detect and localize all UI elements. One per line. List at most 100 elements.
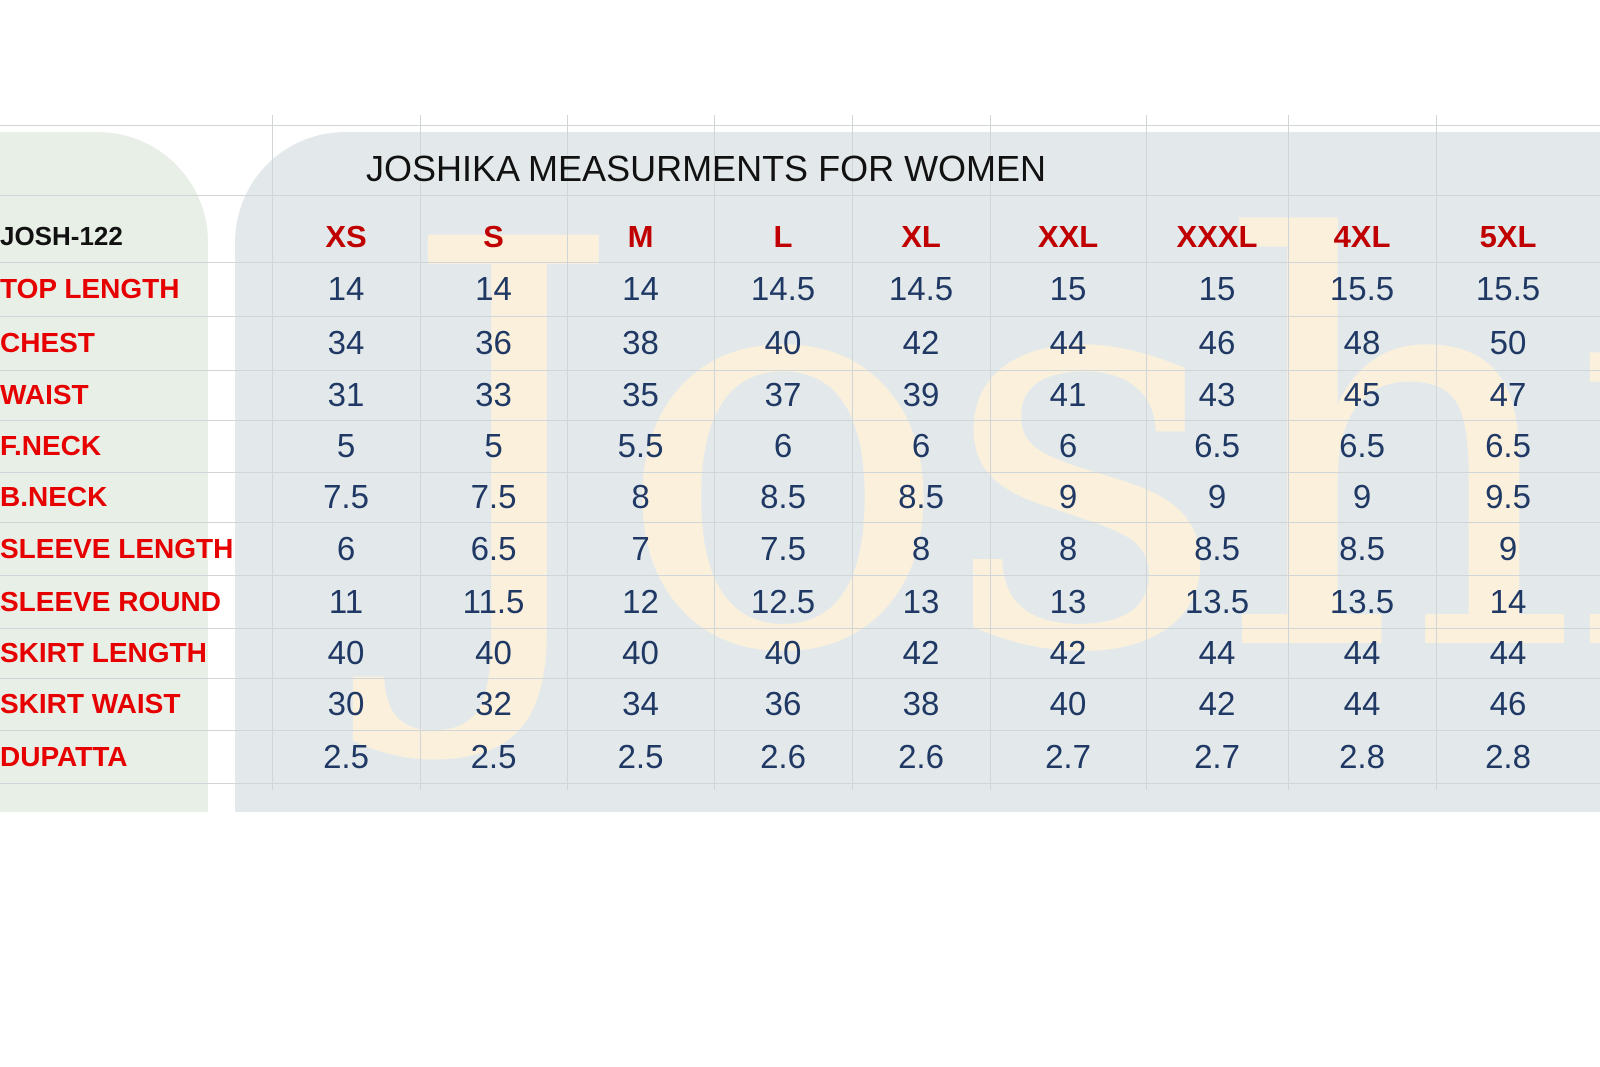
cell-value: 5 [336, 427, 356, 464]
grid-line [0, 420, 1600, 421]
cell-value: 44 [1049, 324, 1087, 361]
cell-value: 9 [1498, 529, 1518, 567]
cell-value: 45 [1343, 376, 1381, 413]
cell-value: 7.5 [470, 478, 517, 515]
row-label: B.NECK [0, 481, 108, 512]
cell-value: 2.7 [1194, 737, 1240, 775]
cell-value: 2.8 [1485, 737, 1531, 775]
grid-line [0, 370, 1600, 371]
cell-value: 14 [475, 270, 512, 307]
cell-value: 2.5 [470, 737, 517, 775]
cell-value: 6 [336, 529, 356, 567]
size-header: XXL [1037, 218, 1099, 254]
cell-value: 8 [911, 529, 931, 567]
cell-value: 2.5 [323, 737, 369, 775]
cell-value: 38 [902, 685, 940, 722]
grid-line [0, 195, 1600, 196]
cell-value: 15.5 [1475, 270, 1541, 307]
grid-line [1288, 115, 1289, 790]
cell-value: 40 [475, 634, 512, 671]
cell-value: 8.5 [760, 478, 806, 515]
size-header: L [773, 218, 793, 254]
cell-value: 35 [622, 376, 659, 413]
cell-value: 2.6 [760, 737, 806, 775]
grid-line [1436, 115, 1437, 790]
cell-value: 6 [1058, 427, 1078, 464]
size-header: XS [325, 218, 367, 254]
size-header: XL [901, 218, 941, 254]
cell-value: 13 [902, 582, 940, 620]
cell-value: 47 [1489, 376, 1527, 413]
grid-line [0, 125, 1600, 126]
cell-value: 8 [631, 478, 650, 515]
cell-value: 2.6 [898, 737, 944, 775]
grid-line [1146, 115, 1147, 790]
cell-value: 15 [1198, 270, 1236, 307]
cell-value: 7.5 [323, 478, 369, 515]
grid-line [420, 115, 421, 790]
cell-value: 13.5 [1184, 582, 1250, 620]
size-header: 4XL [1333, 218, 1391, 254]
grid-line [272, 115, 273, 790]
cell-value: 6.5 [1339, 427, 1385, 464]
grid-line [0, 575, 1600, 576]
grid-line [0, 522, 1600, 523]
cell-value: 9 [1058, 478, 1078, 515]
grid-line [714, 115, 715, 790]
cell-value: 30 [327, 685, 365, 722]
cell-value: 7 [631, 529, 650, 567]
cell-value: 40 [327, 634, 365, 671]
cell-value: 6 [773, 427, 793, 464]
cell-value: 11 [328, 582, 364, 620]
cell-value: 40 [764, 324, 802, 361]
size-header: M [627, 218, 654, 254]
size-header: S [483, 218, 504, 254]
cell-value: 12 [622, 582, 659, 620]
row-label: DUPATTA [0, 740, 128, 772]
cell-value: 11.5 [462, 582, 525, 620]
cell-value: 14.5 [750, 270, 816, 307]
cell-value: 8.5 [1339, 529, 1385, 567]
cell-value: 6.5 [1485, 427, 1531, 464]
cell-value: 5.5 [617, 427, 664, 464]
row-label: CHEST [0, 327, 95, 358]
cell-value: 31 [327, 376, 365, 413]
cell-value: 41 [1049, 376, 1087, 413]
grid-line [567, 115, 568, 790]
cell-value: 42 [1049, 634, 1087, 671]
cell-value: 46 [1489, 685, 1527, 722]
cell-value: 42 [902, 324, 940, 361]
cell-value: 36 [764, 685, 802, 722]
cell-value: 44 [1489, 634, 1527, 671]
cell-value: 40 [1049, 685, 1087, 722]
cell-value: 13.5 [1329, 582, 1395, 620]
row-label: SLEEVE ROUND [0, 585, 221, 617]
cell-value: 8 [1058, 529, 1078, 567]
row-label: SLEEVE LENGTH [0, 532, 234, 564]
row-label: F.NECK [0, 430, 102, 461]
grid-line [0, 678, 1600, 679]
grid-line [0, 628, 1600, 629]
cell-value: 44 [1343, 685, 1381, 722]
row-label: WAIST [0, 379, 89, 410]
cell-value: 6.5 [470, 529, 517, 567]
size-header: 5XL [1479, 218, 1537, 254]
row-label: SKIRT LENGTH [0, 637, 207, 668]
cell-value: 43 [1198, 376, 1236, 413]
cell-value: 7.5 [760, 529, 806, 567]
cell-value: 2.7 [1045, 737, 1091, 775]
cell-value: 6.5 [1194, 427, 1240, 464]
cell-value: 2.8 [1339, 737, 1385, 775]
cell-value: 36 [475, 324, 512, 361]
cell-value: 37 [764, 376, 802, 413]
cell-value: 39 [902, 376, 940, 413]
cell-value: 42 [1198, 685, 1236, 722]
cell-value: 34 [622, 685, 659, 722]
cell-value: 44 [1343, 634, 1381, 671]
cell-value: 44 [1198, 634, 1236, 671]
cell-value: 14 [622, 270, 659, 307]
cell-value: 8.5 [898, 478, 944, 515]
cell-value: 6 [911, 427, 931, 464]
size-header: XXXL [1176, 218, 1258, 254]
row-label: SKIRT WAIST [0, 688, 181, 719]
